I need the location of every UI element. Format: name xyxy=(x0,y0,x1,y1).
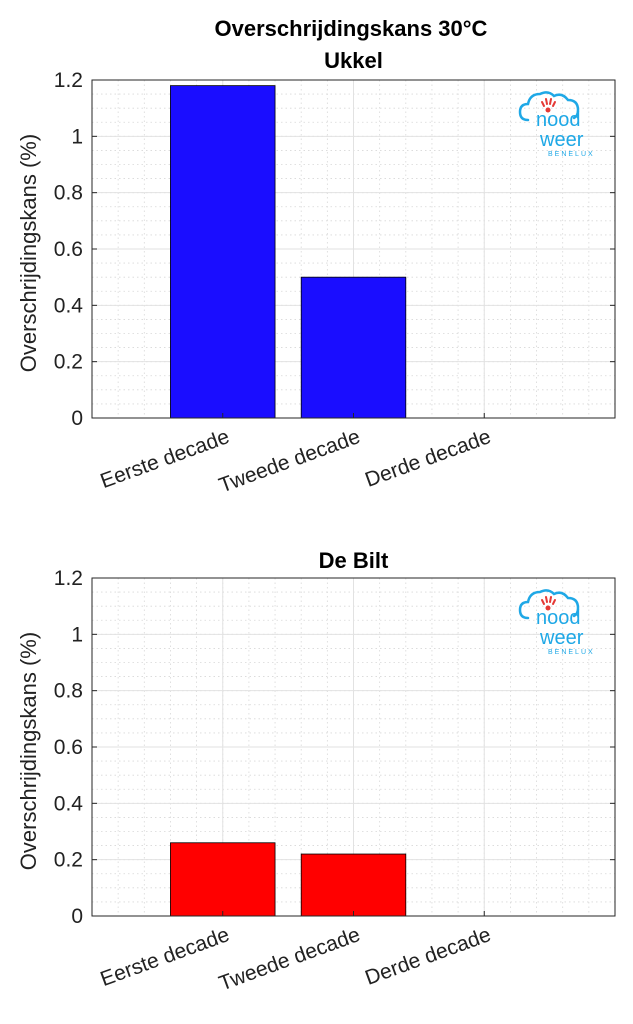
x-tick-label: Derde decade xyxy=(362,923,494,990)
x-tick-label: Eerste decade xyxy=(97,923,232,991)
y-tick-label: 0 xyxy=(71,905,83,928)
y-tick-label: 1.2 xyxy=(54,69,83,92)
y-tick-label: 0.8 xyxy=(54,680,83,703)
y-tick-label: 0.4 xyxy=(54,294,84,317)
bar-tweede-decade xyxy=(300,276,407,419)
x-tick-label: Tweede decade xyxy=(216,923,363,995)
logo-line2: weer xyxy=(539,129,584,151)
bar-tweede-decade xyxy=(300,853,407,917)
figure-title: Overschrijdingskans 30°C xyxy=(215,16,488,41)
x-tick-label: Tweede decade xyxy=(216,425,363,497)
y-tick-label: 0.4 xyxy=(54,792,84,815)
logo-line3: BENELUX xyxy=(548,649,595,656)
logo-line1: nood xyxy=(536,109,581,131)
logo-line1: nood xyxy=(536,607,581,629)
y-tick-label: 0.8 xyxy=(54,182,83,205)
y-tick-label: 0.6 xyxy=(54,736,83,759)
y-tick-label: 1 xyxy=(71,623,83,646)
cloud-icon xyxy=(518,589,580,620)
logo-line3: BENELUX xyxy=(548,151,595,158)
y-axis-label: Overschrijdingskans (%) xyxy=(16,134,41,372)
bar-eerste-decade xyxy=(170,842,276,917)
y-tick-label: 0.6 xyxy=(54,238,83,261)
y-tick-label: 0.2 xyxy=(54,849,83,872)
y-tick-label: 0 xyxy=(71,407,83,430)
x-tick-label: Eerste decade xyxy=(97,425,232,493)
cloud-icon xyxy=(518,91,580,122)
bar-eerste-decade xyxy=(170,85,276,419)
chart-title: De Bilt xyxy=(319,548,389,573)
logo-line2: weer xyxy=(539,627,584,649)
y-tick-label: 0.2 xyxy=(54,351,83,374)
chart-title: Ukkel xyxy=(324,48,383,73)
y-axis-label: Overschrijdingskans (%) xyxy=(16,632,41,870)
y-tick-label: 1 xyxy=(71,125,83,148)
y-tick-label: 1.2 xyxy=(54,567,83,590)
x-tick-label: Derde decade xyxy=(362,425,494,492)
